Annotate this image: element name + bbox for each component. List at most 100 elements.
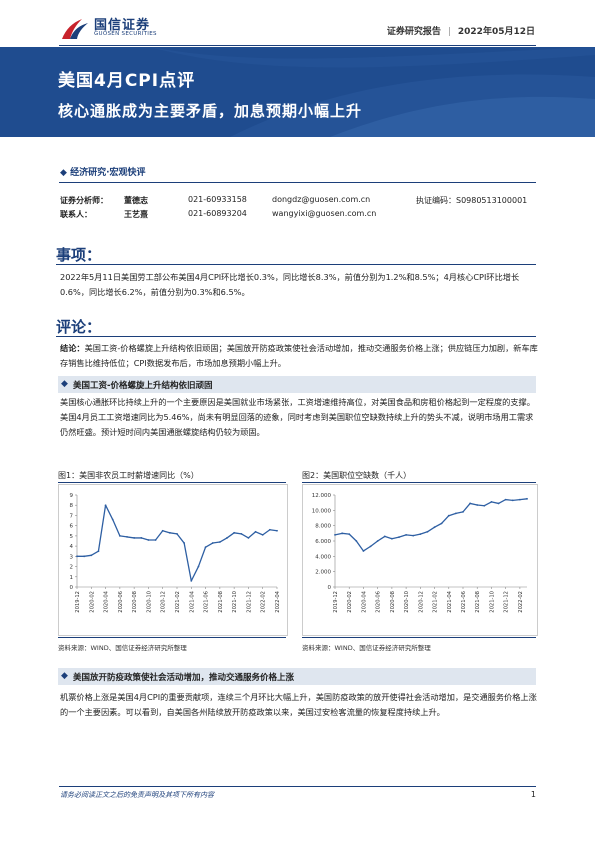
contact-name: 王艺熹 [124, 210, 148, 219]
data-point [440, 522, 443, 525]
data-point [348, 533, 351, 535]
x-tick-label: 2020-08 [390, 591, 396, 613]
contact-phone: 021-60893204 [188, 209, 247, 218]
y-tick-label: 7 [70, 513, 74, 519]
data-point [497, 502, 500, 505]
data-point [268, 528, 271, 531]
data-point [83, 555, 86, 558]
data-point [483, 504, 486, 507]
data-point [490, 501, 493, 503]
data-point [518, 498, 521, 501]
data-point [447, 514, 450, 517]
section-matter-divider [56, 264, 536, 265]
data-point [190, 579, 193, 582]
y-tick-label: 9 [70, 493, 74, 499]
data-point [168, 531, 171, 534]
subsection-1-header: ◆ 美国工资-价格螺旋上升结构依旧顽固 [58, 376, 536, 393]
y-tick-label: 12.000 [312, 493, 332, 499]
contact-email[interactable]: wangyixi@guosen.com.cn [272, 209, 377, 218]
y-tick-label: 6 [70, 524, 74, 530]
data-point [226, 537, 228, 539]
data-point [383, 535, 386, 538]
analyst-email[interactable]: dongdz@guosen.com.cn [272, 195, 371, 204]
x-tick-label: 2021-04 [189, 590, 195, 612]
x-tick-label: 2021-02 [433, 591, 439, 613]
diamond-icon: ◆ [61, 671, 68, 681]
data-point [111, 518, 114, 521]
data-point [341, 532, 344, 535]
data-point [140, 537, 143, 539]
conclusion-label: 结论： [60, 343, 85, 353]
category-divider [59, 182, 536, 183]
header-meta: 证券研究报告 | 2022年05月12日 [386, 27, 535, 37]
subsection-2-text: 机票价格上涨是美国4月CPI的重要贡献项，连续三个月环比大幅上升，美国防疫政策的… [60, 692, 537, 717]
data-point [355, 540, 358, 542]
data-point [412, 534, 415, 537]
figure-2-rule [302, 482, 536, 483]
data-point [398, 536, 400, 539]
data-point [176, 532, 178, 535]
subsection-1-text: 美国核心通胀环比持续上升的一个主要原因是美国就业市场紧张，工资增速维持高位，对美… [60, 397, 535, 437]
data-point [233, 531, 236, 534]
x-tick-label: 2021-06 [461, 591, 467, 613]
report-subtitle: 核心通胀成为主要矛盾，加息预期小幅上升 [58, 102, 363, 120]
y-tick-label: 6.000 [315, 539, 331, 545]
figure-1-frame: 0 1 2 3 4 5 6 7 8 9 2019-12 2020-02 2020-04 2020-06 20… [58, 484, 288, 636]
data-point [104, 504, 107, 507]
series-line [77, 504, 278, 582]
y-tick-label: 0 [328, 585, 332, 591]
x-tick-label: 2022-02 [518, 591, 524, 613]
data-point [218, 541, 221, 543]
analyst-phone: 021-60933158 [188, 195, 247, 204]
data-point [211, 542, 214, 544]
figure-1-title: 图1：美国非农员工时薪增速同比（%） [58, 471, 199, 480]
x-tick-label: 2021-10 [232, 591, 238, 613]
x-tick-label: 2019-12 [75, 591, 81, 613]
footer-disclaimer: 请务必阅读正文之后的免责声明及其项下所有内容 [60, 791, 214, 799]
data-point [504, 498, 507, 501]
data-point [511, 499, 514, 502]
series-line [334, 498, 528, 552]
data-point [362, 550, 365, 552]
data-point [76, 555, 78, 558]
report-title: 美国4月CPI点评 [58, 71, 196, 91]
figure-2-frame: 0 2.000 4.000 6.000 8.000 10.000 12.000 2019-12… [302, 484, 538, 636]
figure-2-title: 图2：美国职位空缺数（千人） [302, 471, 412, 480]
x-tick-label: 2021-06 [204, 591, 210, 613]
data-point [433, 526, 436, 529]
report-date: 2022年05月12日 [457, 27, 535, 37]
title-banner [0, 47, 595, 137]
data-point [183, 542, 186, 544]
data-point [469, 502, 472, 505]
data-point [118, 534, 121, 537]
logo-name-cn: 国信证券 [94, 18, 151, 33]
logo-name-en: GUOSEN SECURITIES [94, 31, 157, 37]
data-point [261, 533, 264, 536]
data-point [462, 510, 464, 513]
data-point [126, 536, 128, 538]
footer-divider [59, 786, 536, 787]
y-tick-label: 2.000 [315, 570, 331, 576]
x-tick-label: 2021-02 [175, 591, 181, 613]
x-tick-label: 2020-02 [347, 591, 353, 613]
data-point [526, 497, 528, 500]
figure-2-bottom-rule [302, 637, 536, 638]
logo-mark [60, 15, 90, 41]
data-point [133, 537, 136, 539]
data-point [419, 533, 422, 535]
x-tick-label: 2021-12 [504, 591, 510, 613]
y-tick-label: 8.000 [315, 524, 331, 530]
data-point [154, 539, 157, 541]
x-tick-label: 2021-08 [218, 591, 224, 613]
data-point [97, 550, 100, 553]
data-point [454, 512, 457, 515]
y-tick-label: 0 [70, 585, 74, 591]
section-comment-divider [56, 336, 536, 337]
data-point [204, 546, 207, 549]
category-label: 经济研究·宏观快评 [70, 168, 146, 178]
x-tick-label: 2020-12 [418, 591, 424, 613]
subsection-1-title: 美国工资-价格螺旋上升结构依旧顽固 [73, 381, 213, 391]
data-point [254, 530, 257, 533]
x-tick-label: 2020-04 [361, 590, 367, 612]
data-point [369, 545, 372, 548]
